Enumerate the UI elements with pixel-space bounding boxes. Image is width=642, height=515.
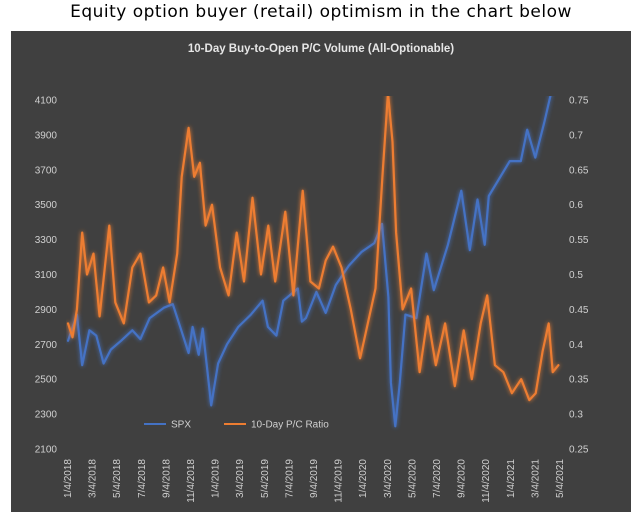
series-line-pc-ratio <box>66 96 560 402</box>
y-right-tick-label: 0.4 <box>569 340 583 351</box>
x-tick-label: 7/4/2020 <box>432 459 443 498</box>
y-right-tick-label: 0.65 <box>569 165 589 176</box>
legend-label: SPX <box>171 420 191 431</box>
y-right-tick-label: 0.5 <box>569 270 583 281</box>
x-tick-label: 1/4/2021 <box>506 459 517 498</box>
y-left-tick-label: 3900 <box>35 130 58 141</box>
page-heading: Equity option buyer (retail) optimism in… <box>70 2 572 22</box>
x-tick-label: 11/4/2018 <box>186 459 197 503</box>
y-left-tick-label: 2500 <box>35 375 58 386</box>
x-tick-label: 1/4/2019 <box>211 459 222 498</box>
x-tick-label: 5/4/2019 <box>260 459 271 498</box>
x-tick-label: 11/4/2019 <box>334 459 345 503</box>
x-tick-label: 9/4/2020 <box>457 459 468 498</box>
x-tick-label: 1/4/2020 <box>358 459 369 498</box>
y-left-tick-label: 2100 <box>35 445 58 456</box>
y-left-tick-label: 3700 <box>35 165 58 176</box>
legend-label: 10-Day P/C Ratio <box>251 420 329 431</box>
y-right-tick-label: 0.55 <box>569 235 589 246</box>
x-tick-label: 5/4/2018 <box>112 459 123 498</box>
x-tick-label: 3/4/2018 <box>88 459 99 498</box>
chart-title: 10-Day Buy-to-Open P/C Volume (All-Optio… <box>188 43 454 55</box>
legend: SPX 10-Day P/C Ratio <box>144 420 329 431</box>
y-left-tick-label: 2300 <box>35 410 58 421</box>
y-axis-left: 2100 2300 2500 2700 2900 3100 3300 3500 3700 3900… <box>35 96 58 456</box>
x-tick-label: 3/4/2020 <box>383 459 394 498</box>
y-axis-right: 0.25 0.3 0.35 0.4 0.45 0.5 0.55 0.6 0.65 0.7 0.75 <box>569 96 589 456</box>
x-tick-label: 7/4/2019 <box>284 459 295 498</box>
y-right-tick-label: 0.3 <box>569 410 583 421</box>
y-right-tick-label: 0.25 <box>569 445 589 456</box>
x-tick-label: 9/4/2018 <box>161 459 172 498</box>
x-tick-label: 1/4/2018 <box>63 459 74 498</box>
x-axis: 1/4/2018 3/4/2018 5/4/2018 7/4/2018 9/4/2018… <box>63 459 566 503</box>
y-left-tick-label: 2700 <box>35 340 58 351</box>
y-left-tick-label: 3100 <box>35 270 58 281</box>
x-tick-label: 3/4/2019 <box>235 459 246 498</box>
x-tick-label: 5/4/2020 <box>407 459 418 498</box>
x-tick-label: 7/4/2018 <box>137 459 148 498</box>
y-right-tick-label: 0.75 <box>569 96 589 107</box>
y-left-tick-label: 3300 <box>35 235 58 246</box>
x-tick-label: 9/4/2019 <box>309 459 320 498</box>
y-left-tick-label: 3500 <box>35 200 58 211</box>
x-tick-label: 3/4/2021 <box>530 459 541 498</box>
series-layer <box>66 96 560 428</box>
y-right-tick-label: 0.45 <box>569 305 589 316</box>
chart-panel: 10-Day Buy-to-Open P/C Volume (All-Optio… <box>11 31 631 512</box>
x-tick-label: 5/4/2021 <box>555 459 566 498</box>
y-left-tick-label: 2900 <box>35 305 58 316</box>
x-tick-label: 11/4/2020 <box>481 459 492 503</box>
line-chart: 10-Day Buy-to-Open P/C Volume (All-Optio… <box>35 43 589 503</box>
y-right-tick-label: 0.35 <box>569 375 589 386</box>
y-right-tick-label: 0.7 <box>569 130 583 141</box>
series-line-spx <box>66 96 552 428</box>
y-left-tick-label: 4100 <box>35 96 58 107</box>
y-right-tick-label: 0.6 <box>569 200 583 211</box>
